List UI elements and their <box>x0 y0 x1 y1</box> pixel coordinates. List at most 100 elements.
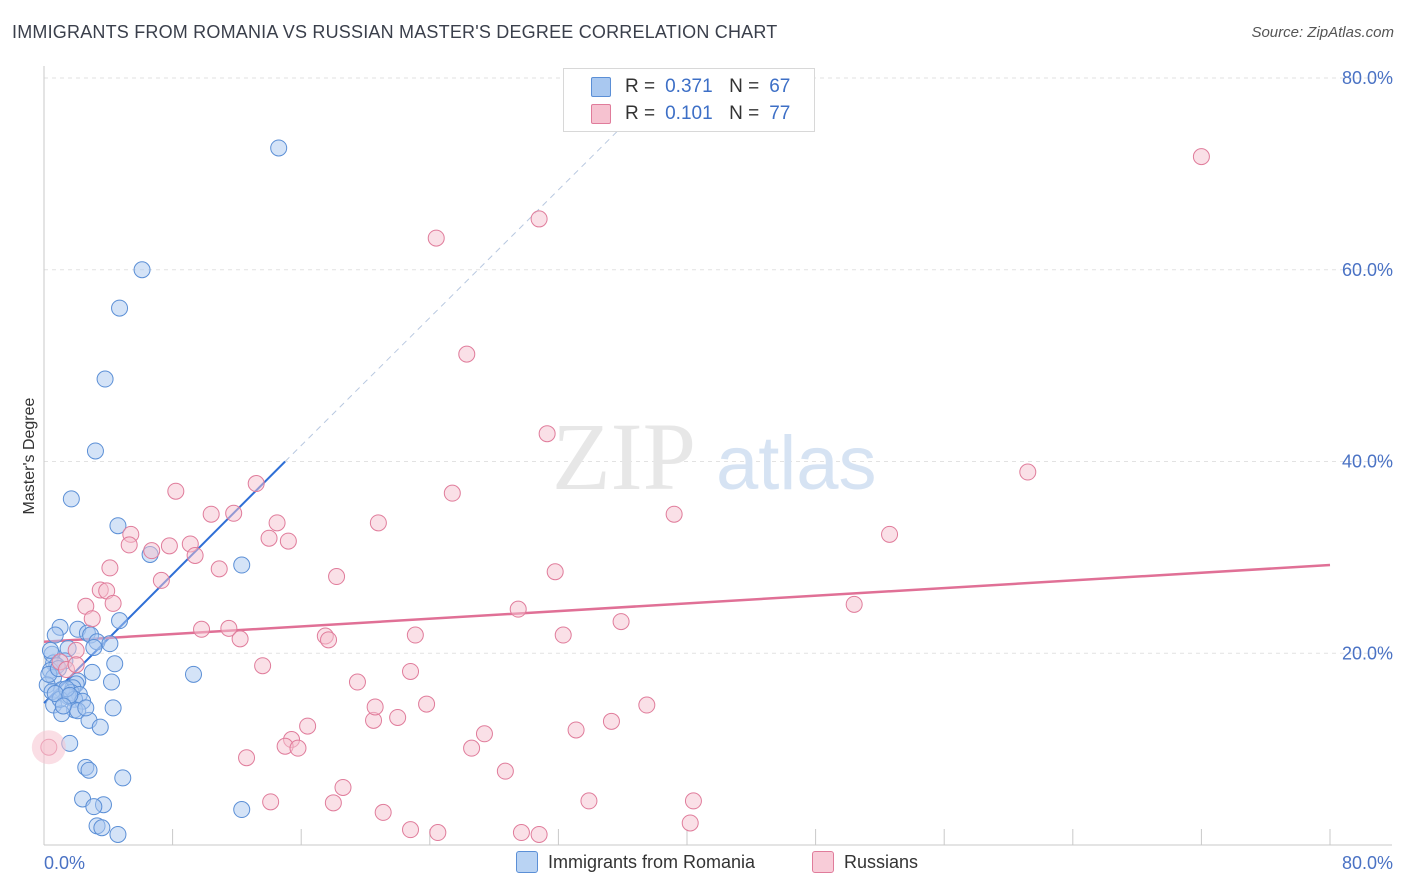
legend-n-label: N = <box>729 103 760 124</box>
point-romania <box>93 819 111 837</box>
point-romania <box>233 556 251 574</box>
point-russians <box>231 630 249 648</box>
point-russians <box>530 210 548 228</box>
point-romania <box>109 517 127 535</box>
point-russians <box>496 762 514 780</box>
legend-r-label: R = <box>625 103 656 124</box>
point-russians <box>83 610 101 628</box>
data-points <box>31 139 1210 843</box>
legend-r-value-romania: 0.371 <box>665 76 713 97</box>
point-russians <box>602 712 620 730</box>
point-russians <box>67 656 85 674</box>
point-romania <box>91 718 109 736</box>
chart-title: IMMIGRANTS FROM ROMANIA VS RUSSIAN MASTE… <box>12 22 778 42</box>
point-russians <box>475 725 493 743</box>
point-romania <box>54 697 72 715</box>
point-romania <box>96 370 114 388</box>
point-russians <box>348 673 366 691</box>
point-russians <box>567 721 585 739</box>
point-russians <box>324 794 342 812</box>
point-russians <box>684 792 702 810</box>
point-romania <box>270 139 288 157</box>
point-russians <box>260 529 278 547</box>
point-russians <box>238 749 256 767</box>
point-russians <box>254 657 272 675</box>
legend-swatch-russians <box>591 104 611 124</box>
point-russians <box>193 620 211 638</box>
point-romania <box>85 798 103 816</box>
legend-row-romania: R = 0.371 N = 67 <box>564 74 790 100</box>
point-romania <box>86 442 104 460</box>
point-russians <box>328 568 346 586</box>
series-legend: Immigrants from Romania Russians <box>0 851 1406 877</box>
trend-line-russians <box>43 563 1331 643</box>
point-russians <box>402 821 420 839</box>
point-romania <box>111 612 129 630</box>
point-romania <box>104 699 122 717</box>
point-russians <box>402 662 420 680</box>
point-russians <box>554 626 572 644</box>
point-russians <box>334 778 352 796</box>
y-tick-label: 60.0% <box>1342 260 1393 280</box>
point-russians-large <box>31 730 66 765</box>
point-romania <box>184 665 202 683</box>
legend-n-value-russians: 77 <box>769 103 791 124</box>
series-legend-romania[interactable]: Immigrants from Romania <box>516 851 755 873</box>
point-russians <box>463 739 481 757</box>
point-russians <box>320 631 338 649</box>
point-russians <box>289 739 307 757</box>
point-russians <box>530 825 548 843</box>
point-russians <box>580 792 598 810</box>
point-russians <box>299 717 317 735</box>
point-russians <box>612 613 630 631</box>
point-russians <box>1192 148 1210 166</box>
point-romania <box>106 655 124 673</box>
point-russians <box>186 546 204 564</box>
x-tick-label-max: 80.0% <box>1342 853 1393 873</box>
point-russians <box>665 505 683 523</box>
source-label: Source: ZipAtlas.com <box>1251 24 1394 41</box>
point-russians <box>160 537 178 555</box>
point-russians <box>369 514 387 532</box>
point-russians <box>458 345 476 363</box>
point-romania <box>114 769 132 787</box>
point-romania <box>101 635 119 653</box>
point-russians <box>210 560 228 578</box>
series-legend-russians[interactable]: Russians <box>812 851 918 873</box>
point-romania <box>109 825 127 843</box>
watermark-zip: ZIP <box>552 403 696 510</box>
point-romania <box>233 801 251 819</box>
trend-line-romania-extension <box>284 125 624 462</box>
point-russians <box>427 229 445 247</box>
point-russians <box>638 696 656 714</box>
point-russians <box>429 824 447 842</box>
point-russians <box>509 600 527 618</box>
point-russians <box>220 619 238 637</box>
point-russians <box>881 525 899 543</box>
point-russians <box>406 626 424 644</box>
point-romania <box>111 299 129 317</box>
point-romania <box>46 626 64 644</box>
point-russians <box>247 475 265 493</box>
y-axis-label: Master's Degree <box>21 397 38 514</box>
point-russians <box>262 793 280 811</box>
y-tick-label: 80.0% <box>1342 68 1393 88</box>
y-tick-label: 20.0% <box>1342 643 1393 663</box>
series-swatch-romania <box>516 851 538 873</box>
legend-r-value-russians: 0.101 <box>665 103 713 124</box>
legend-n-label: N = <box>729 76 760 97</box>
y-tick-label: 40.0% <box>1342 452 1393 472</box>
point-romania <box>103 673 121 691</box>
series-swatch-russians <box>812 851 834 873</box>
point-russians <box>443 484 461 502</box>
point-russians <box>374 803 392 821</box>
point-russians <box>143 542 161 560</box>
point-romania <box>85 638 103 656</box>
legend-n-value-romania: 67 <box>769 76 791 97</box>
watermark-atlas: atlas <box>716 421 877 506</box>
legend-r-label: R = <box>625 76 656 97</box>
watermark: ZIP atlas <box>552 403 877 510</box>
point-romania <box>41 641 59 659</box>
point-russians <box>167 482 185 500</box>
